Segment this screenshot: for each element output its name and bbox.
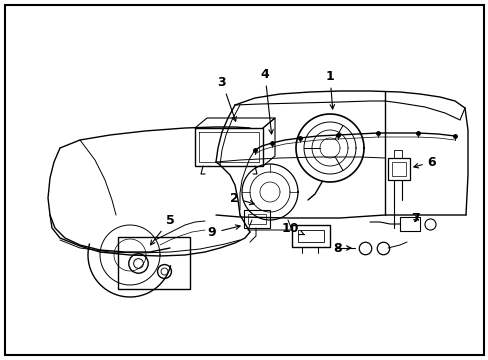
- Text: 7: 7: [410, 211, 419, 225]
- Text: 10: 10: [281, 221, 304, 235]
- Bar: [118, 237, 190, 289]
- Bar: [387, 158, 409, 180]
- Bar: [391, 162, 405, 176]
- Bar: [291, 225, 329, 247]
- Text: 6: 6: [413, 156, 435, 168]
- Bar: [399, 217, 419, 231]
- Text: 8: 8: [333, 242, 350, 255]
- Text: 4: 4: [260, 68, 273, 134]
- Bar: [244, 210, 269, 228]
- Text: 3: 3: [217, 76, 236, 121]
- Bar: [297, 230, 324, 242]
- Text: 1: 1: [325, 69, 334, 109]
- Text: 5: 5: [150, 213, 174, 245]
- Text: 9: 9: [207, 225, 240, 239]
- Text: 2: 2: [229, 192, 254, 205]
- Bar: [247, 214, 265, 224]
- Bar: [195, 128, 263, 166]
